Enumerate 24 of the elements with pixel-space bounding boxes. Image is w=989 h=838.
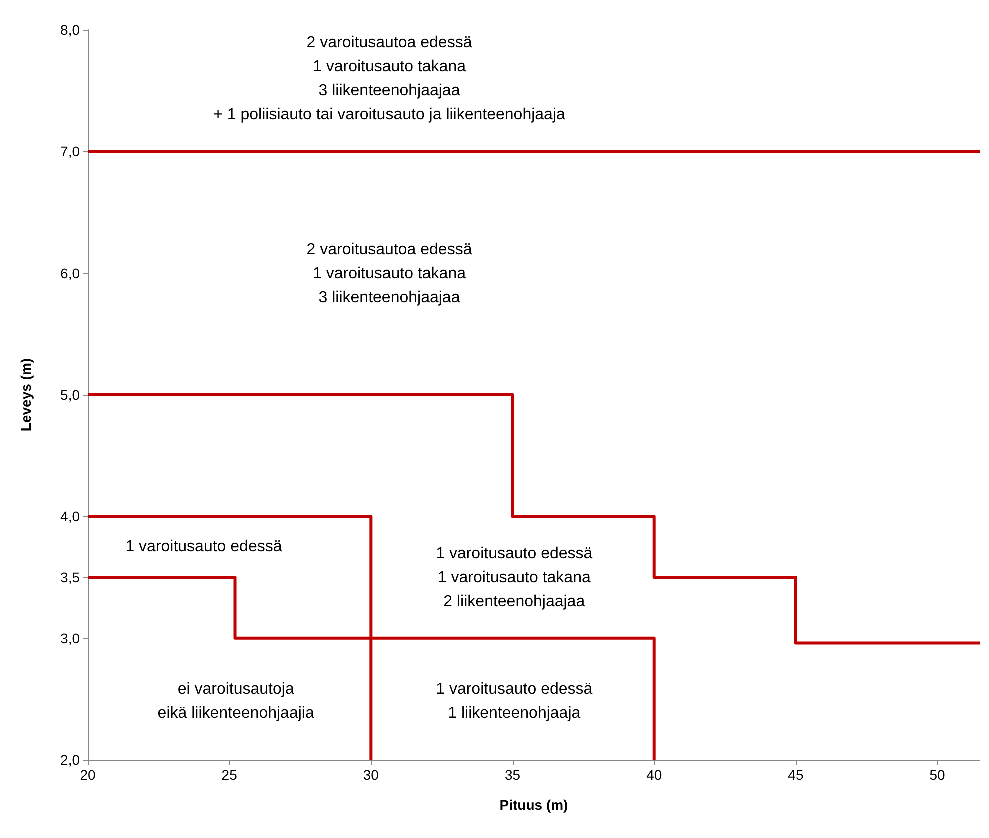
y-tick-label: 8,0 [60,22,80,38]
x-tick-label: 35 [504,767,521,783]
x-tick-label: 25 [222,767,238,783]
annotation: 2 varoitusautoa edessä 1 varoitusauto takana 3 liikenteenohjaajaa [306,241,472,306]
line-series [86,394,981,645]
annotation: 1 varoitusauto edessä 1 varoitusauto takana 2 liikenteenohjaajaa [436,546,593,611]
annotation: ei varoitusautoja eikä liikenteenohjaajia [158,681,314,722]
x-tick-label: 50 [930,767,946,783]
x-axis-title: Pituus (m) [500,797,568,813]
annotation: 2 varoitusautoa edessä 1 varoitusauto takana 3 liikenteenohjaajaa + 1 poliisiauto tai varoitusauto ja liikenteenohjaaja [214,34,566,124]
x-tick-label: 20 [80,767,96,783]
x-tick-label: 30 [363,767,380,783]
x-tick-label: 40 [646,767,662,783]
annotation: 1 varoitusauto edessä 1 liikenteenohjaaja [436,681,593,722]
y-axis-title: Leveys (m) [18,358,34,432]
y-tick-label: 4,0 [60,508,80,525]
y-tick-label: 3,0 [60,630,80,646]
y-tick-label: 6,0 [60,265,80,282]
y-tick-label: 5,0 [60,387,80,403]
y-tick-label: 7,0 [60,144,80,160]
x-tick-label: 45 [788,767,804,783]
y-tick-label: 3,5 [60,570,80,586]
y-tick-label: 2,0 [60,752,80,768]
annotation: 1 varoitusauto edessä [126,538,282,556]
